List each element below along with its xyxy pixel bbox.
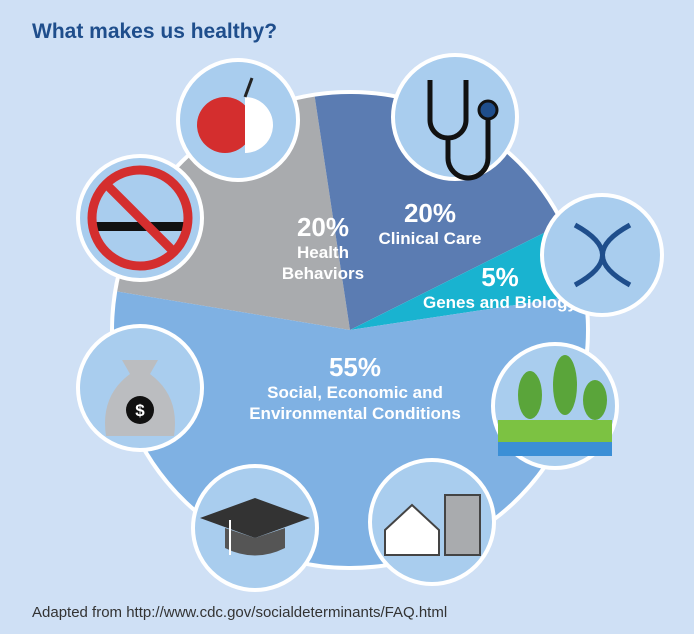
slice-label: 20% Clinical Care bbox=[355, 198, 505, 250]
slice-value: 5% bbox=[481, 262, 519, 292]
slice-category: Clinical Care bbox=[378, 229, 482, 249]
graduation-cap-icon bbox=[191, 464, 319, 592]
source-note: Adapted from http://www.cdc.gov/socialde… bbox=[32, 604, 448, 621]
pie-slice bbox=[117, 96, 350, 330]
house-icon bbox=[368, 458, 496, 586]
money-bag-icon: $ bbox=[76, 324, 204, 452]
apple-icon bbox=[176, 58, 300, 182]
no-smoking-icon bbox=[76, 154, 204, 282]
slice-value: 20% bbox=[403, 198, 457, 228]
svg-text:$: $ bbox=[135, 401, 145, 420]
slice-category: Genes and Biology bbox=[423, 293, 577, 313]
slice-category: Health Behaviors bbox=[281, 243, 365, 283]
slice-value: 55% bbox=[328, 352, 382, 382]
stethoscope-icon bbox=[391, 53, 519, 181]
slice-category: Social, Economic and Environmental Condi… bbox=[249, 383, 461, 423]
slice-label: 55% Social, Economic and Environmental Co… bbox=[240, 352, 470, 424]
dna-icon bbox=[540, 193, 664, 317]
slice-label: 5% Genes and Biology bbox=[400, 262, 600, 314]
trees-icon bbox=[491, 342, 619, 470]
slice-value: 20% bbox=[296, 212, 350, 242]
chart-title: What makes us healthy? bbox=[32, 20, 278, 43]
slice-label: 20% Health Behaviors bbox=[258, 212, 388, 284]
pie-slice bbox=[350, 224, 584, 330]
